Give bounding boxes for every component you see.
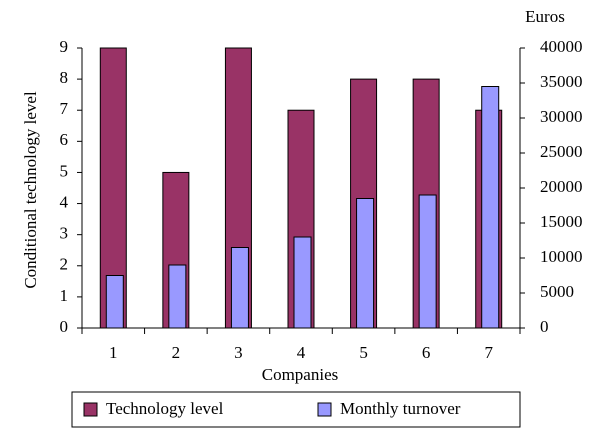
y2-tick-label: 25000 xyxy=(540,142,583,161)
y-tick-label: 3 xyxy=(60,224,69,243)
legend-label: Monthly turnover xyxy=(340,399,461,418)
legend-box xyxy=(71,391,521,428)
y-tick-label: 0 xyxy=(60,317,69,336)
x-tick-label: 7 xyxy=(484,343,493,362)
y-tick-label: 5 xyxy=(60,161,69,180)
bar xyxy=(481,86,500,329)
x-tick-label: 6 xyxy=(422,343,431,362)
y-tick-label: 9 xyxy=(60,37,69,56)
bar xyxy=(356,198,375,329)
x-tick-label: 3 xyxy=(234,343,243,362)
x-tick-label: 4 xyxy=(297,343,306,362)
y-tick-label: 2 xyxy=(60,255,69,274)
bar xyxy=(230,247,249,329)
y2-tick-label: 5000 xyxy=(540,282,574,301)
y2-tick-label: 15000 xyxy=(540,212,583,231)
legend-swatch xyxy=(317,402,332,417)
x-tick-label: 5 xyxy=(359,343,368,362)
y-tick-label: 6 xyxy=(60,130,69,149)
bar xyxy=(168,264,187,329)
bar xyxy=(418,194,437,329)
y2-tick-label: 30000 xyxy=(540,107,583,126)
legend-swatch xyxy=(83,402,98,417)
y2-tick-label: 0 xyxy=(540,317,549,336)
legend-label: Technology level xyxy=(106,399,224,418)
y2-tick-label: 35000 xyxy=(540,72,583,91)
y-tick-label: 7 xyxy=(60,99,69,118)
bar xyxy=(293,236,312,329)
bar xyxy=(105,275,124,329)
y2-axis-label: Euros xyxy=(525,7,565,26)
y-tick-label: 1 xyxy=(60,286,69,305)
y2-tick-label: 10000 xyxy=(540,247,583,266)
y2-tick-label: 40000 xyxy=(540,37,583,56)
y2-tick-label: 20000 xyxy=(540,177,583,196)
x-axis-label: Companies xyxy=(262,365,339,384)
y-tick-label: 4 xyxy=(60,192,69,211)
y-tick-label: 8 xyxy=(60,68,69,87)
x-tick-label: 2 xyxy=(172,343,181,362)
y-axis-label: Conditional technology level xyxy=(21,91,40,289)
x-tick-label: 1 xyxy=(109,343,118,362)
